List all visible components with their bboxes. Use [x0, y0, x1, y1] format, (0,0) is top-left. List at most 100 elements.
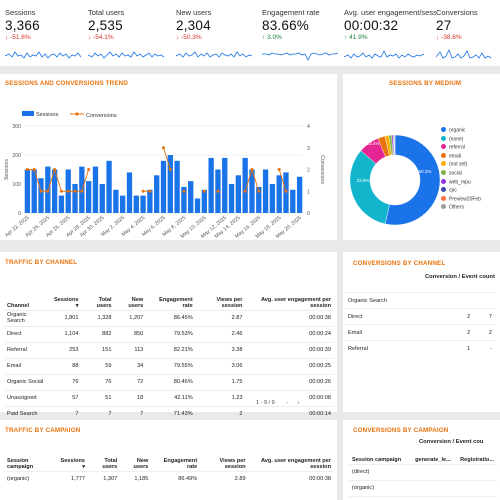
table-row[interactable]: (organic)	[349, 479, 497, 496]
medium-slice-Others[interactable]	[394, 134, 396, 156]
medium-slice--none-[interactable]	[349, 150, 390, 225]
column-header-3[interactable]: New users	[128, 296, 144, 310]
legend-sessions[interactable]: Sessions	[22, 111, 58, 118]
sessions-bar[interactable]	[92, 166, 99, 213]
conversions-point[interactable]	[250, 168, 254, 171]
column-header-0[interactable]: Session campaign	[7, 457, 34, 471]
conversions-point[interactable]	[39, 189, 43, 193]
conversions-point[interactable]	[87, 168, 91, 171]
sessions-bar[interactable]	[167, 155, 173, 213]
sessions-bar[interactable]	[228, 184, 235, 213]
table-row[interactable]: Organic Search 1,801 1,328 1,207 86.45% 2.87 0…	[4, 309, 334, 326]
sessions-bar[interactable]	[188, 181, 194, 213]
table-row[interactable]: (referral)	[349, 495, 497, 500]
sessions-bar[interactable]	[113, 189, 119, 213]
sessions-bar[interactable]	[147, 189, 153, 213]
sessions-bar[interactable]	[140, 195, 146, 213]
conversions-point[interactable]	[202, 189, 206, 193]
column-header-2[interactable]: Total users	[102, 457, 118, 471]
table-row[interactable]: Email 88 59 34 79.55% 3.06 00:00:25	[4, 357, 334, 374]
conversions-point[interactable]	[46, 189, 50, 193]
column-header-5[interactable]: Views per session	[216, 296, 243, 310]
kpi-engagement-rate[interactable]: Engagement rate 83.66% ↑ 3.0%	[262, 8, 346, 64]
column-header-0[interactable]: Session campaign	[352, 457, 402, 463]
column-header-6[interactable]: Avg. user engagement per session	[260, 457, 331, 471]
conversions-point[interactable]	[80, 189, 84, 193]
conversions-point[interactable]	[257, 189, 261, 193]
conversions-point[interactable]	[32, 168, 36, 171]
sessions-bar[interactable]	[174, 160, 180, 213]
column-header-4[interactable]: Engagement rate	[159, 296, 193, 310]
sessions-bar[interactable]	[208, 157, 214, 213]
legend-item[interactable]: (not set)	[441, 161, 481, 170]
column-header-1[interactable]: Sessions ▾	[60, 457, 86, 471]
sessions-bar[interactable]	[194, 198, 201, 214]
sessions-bar[interactable]	[31, 169, 37, 214]
sessions-bar[interactable]	[133, 195, 139, 213]
conversions-point[interactable]	[182, 189, 186, 193]
table-row[interactable]: Referral 1-	[345, 340, 495, 357]
sessions-bar[interactable]	[269, 184, 276, 213]
next-page-button[interactable]: ›	[297, 400, 300, 406]
conversions-point[interactable]	[243, 189, 247, 193]
sessions-bar[interactable]	[24, 169, 31, 214]
sessions-bar[interactable]	[181, 186, 187, 213]
sessions-bar[interactable]	[262, 169, 269, 214]
sessions-bar[interactable]	[154, 175, 160, 213]
table-row[interactable]: Organic Search	[345, 292, 495, 309]
legend-item[interactable]: Preview20Feb	[441, 195, 481, 205]
conversions-point[interactable]	[284, 189, 288, 193]
kpi-avg-engagement[interactable]: Avg. user engagement/sessic 00:00:32 ↑ 4…	[344, 8, 436, 64]
sessions-bar[interactable]	[120, 195, 126, 213]
sessions-bar[interactable]	[106, 160, 112, 213]
sessions-bar[interactable]	[242, 157, 248, 213]
table-row[interactable]: Paid Search 7 7 7 71.43% 2 00:00:14	[4, 405, 334, 422]
kpi-sessions[interactable]: Sessions 3,366 ↓ -51.6%	[5, 8, 89, 64]
conversions-point[interactable]	[277, 168, 281, 171]
table-row[interactable]: Unassigned 57 51 18 42.11% 1.23 00:00:08	[4, 389, 334, 406]
kpi-conversions[interactable]: Conversions 27 ↓ -38.6%	[436, 8, 496, 64]
legend-item[interactable]: web_mpu	[441, 178, 481, 188]
sessions-bar[interactable]	[85, 181, 92, 213]
table-row[interactable]: (direct)	[349, 463, 497, 480]
legend-item[interactable]: social	[441, 169, 481, 179]
sessions-bar[interactable]	[296, 176, 303, 213]
conversions-point[interactable]	[141, 189, 145, 193]
column-header-1[interactable]: generate_le...	[415, 457, 451, 463]
legend-item[interactable]: (none)	[441, 135, 481, 145]
table-row[interactable]: Direct 1,104 882 850 79.53% 2.46 00:00:24	[4, 325, 334, 342]
conversions-point[interactable]	[216, 189, 220, 193]
table-row[interactable]: Organic Social 76 76 72 80.46% 1.75 00:00:26	[4, 373, 334, 390]
conversions-point[interactable]	[168, 168, 172, 171]
table-row[interactable]: Direct 2 7	[345, 308, 495, 325]
table-row[interactable]: Referral 253 151 113 82.21% 3.38 00:00:39	[4, 341, 334, 358]
sessions-bar[interactable]	[222, 157, 228, 213]
kpi-new-users[interactable]: New users 2,304 ↓ -50.3%	[176, 8, 260, 64]
legend-conversions[interactable]: Conversions	[70, 111, 117, 119]
sessions-bar[interactable]	[160, 160, 167, 213]
sessions-bar[interactable]	[72, 184, 78, 213]
sessions-bar[interactable]	[256, 186, 262, 213]
legend-item[interactable]: organic	[441, 127, 481, 136]
conversions-point[interactable]	[53, 168, 57, 171]
conversions-point[interactable]	[162, 146, 165, 150]
column-header-2[interactable]: Total users	[96, 296, 112, 310]
legend-item[interactable]: email	[441, 152, 481, 162]
conversions-point[interactable]	[59, 189, 63, 193]
sessions-bar[interactable]	[126, 172, 133, 213]
column-header-0[interactable]: Channel	[7, 303, 30, 309]
column-header-6[interactable]: Avg. user engagement per session	[260, 296, 331, 310]
column-header-1[interactable]: Sessions ▾	[53, 296, 79, 310]
conversions-point[interactable]	[66, 189, 70, 193]
sessions-bar[interactable]	[276, 175, 282, 213]
conversions-point[interactable]	[25, 168, 29, 171]
sessions-bar[interactable]	[290, 189, 296, 213]
column-header-4[interactable]: Engagement rate	[163, 457, 198, 471]
sessions-bar[interactable]	[201, 189, 207, 213]
legend-item[interactable]: Others	[441, 204, 481, 213]
kpi-total-users[interactable]: Total users 2,535 ↓ -54.1%	[88, 8, 172, 64]
legend-item[interactable]: cpc	[441, 187, 481, 196]
conversions-point[interactable]	[148, 189, 152, 193]
medium-slice-organic[interactable]	[384, 134, 441, 226]
sessions-bar[interactable]	[99, 184, 105, 213]
